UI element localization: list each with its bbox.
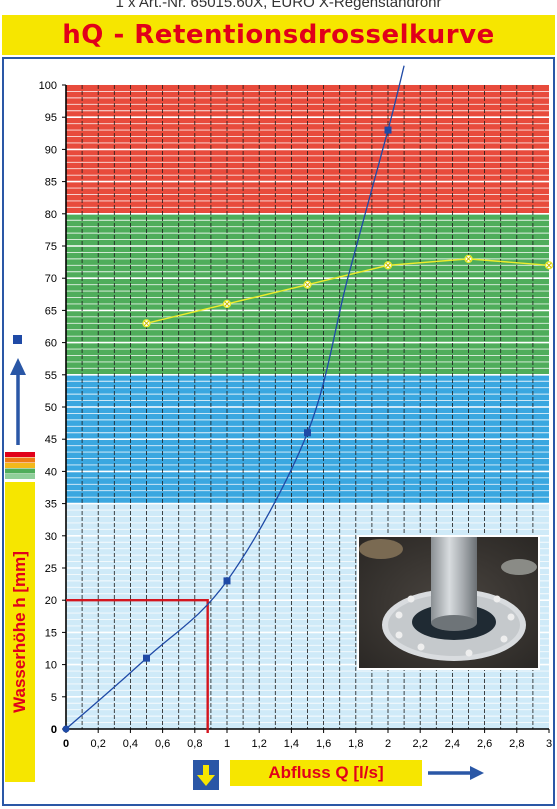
- down-arrow-icon: [193, 760, 219, 790]
- color-stripe: [5, 457, 35, 463]
- reference-marker-line: [66, 599, 209, 733]
- data-point-yellow-cross: [546, 262, 552, 268]
- data-point-blue: [143, 654, 150, 662]
- y-tick-label: 70: [45, 273, 57, 285]
- x-tick-label: 0,6: [155, 738, 170, 750]
- x-axis-label-box: Abfluss Q [l/s]: [230, 760, 422, 786]
- legend-square-blue: [13, 335, 22, 344]
- x-tick-label: 1: [224, 738, 230, 750]
- chart-title: hQ - Retentionsdrosselkurve: [62, 20, 495, 50]
- y-tick-label: 40: [45, 466, 57, 478]
- y-tick-label: 0: [51, 724, 57, 736]
- data-point-blue: [384, 126, 392, 134]
- x-tick-label: 2,4: [445, 738, 460, 750]
- x-tick-label: 0,2: [91, 738, 106, 750]
- right-arrow-icon: [470, 766, 484, 780]
- x-tick-label: 2: [385, 738, 391, 750]
- product-photo: [357, 535, 540, 670]
- y-tick-label: 60: [45, 338, 57, 350]
- y-tick-label: 30: [45, 531, 57, 543]
- x-tick-label: 1,6: [316, 738, 331, 750]
- y-tick-label: 95: [45, 112, 57, 124]
- y-axis-label-box: [5, 482, 35, 782]
- color-stripe: [5, 463, 35, 468]
- y-tick-label: 20: [45, 595, 57, 607]
- y-tick-label: 5: [51, 692, 57, 704]
- data-point-yellow-cross: [465, 256, 472, 262]
- x-tick-label: 1,2: [252, 738, 267, 750]
- title-bar: hQ - Retentionsdrosselkurve: [2, 15, 555, 55]
- x-tick-label: 2,2: [413, 738, 428, 750]
- data-point-yellow-cross: [304, 281, 311, 288]
- x-axis-label: Abfluss Q [l/s]: [268, 763, 384, 782]
- color-stripe: [5, 474, 35, 479]
- x-tick-label: 0,4: [123, 738, 138, 750]
- y-tick-label: 80: [45, 209, 57, 221]
- color-stripe: [5, 452, 35, 457]
- data-point-yellow-cross: [143, 320, 150, 326]
- x-tick-label: 0,8: [187, 738, 202, 750]
- y-tick-label: 15: [45, 627, 57, 639]
- data-point-blue: [304, 429, 311, 437]
- y-tick-label: 35: [45, 499, 57, 511]
- data-point-yellow-cross: [385, 262, 391, 268]
- data-point-blue: [223, 577, 231, 585]
- product-reference: 1 x Art.-Nr. 65015.60X, EURO X-Regenstan…: [115, 0, 442, 11]
- y-tick-label-zero: 0: [51, 724, 57, 736]
- y-tick-label: 75: [45, 241, 57, 253]
- data-point-yellow-cross: [224, 301, 230, 307]
- x-tick-label: 3: [546, 738, 552, 750]
- x-tick-label: 0: [63, 738, 69, 750]
- y-tick-label: 100: [39, 80, 57, 92]
- x-tick-label: 1,4: [284, 738, 299, 750]
- x-tick-label: 2,6: [477, 738, 492, 750]
- y-tick-label: 90: [45, 144, 57, 156]
- x-tick-label: 2,8: [509, 738, 524, 750]
- up-arrow-icon: [10, 358, 26, 375]
- y-tick-label: 50: [45, 402, 57, 414]
- y-tick-label: 85: [45, 177, 57, 189]
- x-tick-label: 1,8: [348, 738, 363, 750]
- y-tick-label: 65: [45, 305, 57, 317]
- data-point-blue: [62, 725, 70, 733]
- band-2: [66, 213, 549, 375]
- y-tick-label: 10: [45, 660, 57, 672]
- y-tick-label: 45: [45, 434, 57, 446]
- series-line-yellow: [146, 258, 550, 324]
- y-tick-label: 25: [45, 563, 57, 575]
- color-stripe: [5, 468, 35, 474]
- y-tick-label: 55: [45, 370, 57, 382]
- y-axis-label: Wasserhöhe h [mm]: [10, 551, 29, 713]
